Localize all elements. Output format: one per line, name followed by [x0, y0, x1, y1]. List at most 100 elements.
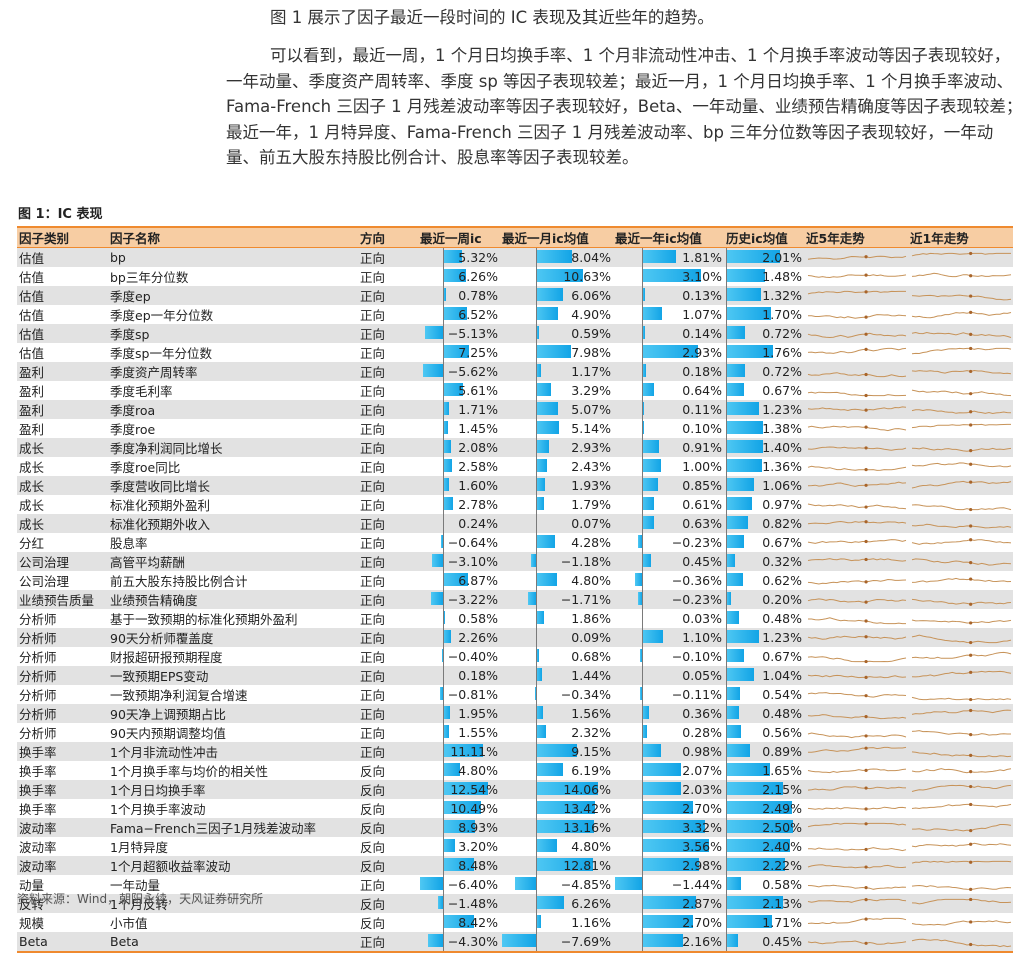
month-ic-zero-axis	[536, 362, 537, 381]
trend-1y-cell	[908, 286, 1013, 305]
week-ic-zero-axis	[443, 438, 444, 457]
week-ic-bar	[443, 440, 451, 453]
week-ic-zero-axis	[443, 913, 444, 932]
month-ic-cell: −0.34%	[500, 685, 613, 704]
category-cell: 换手率	[17, 742, 108, 761]
week-ic-cell: 6.52%	[418, 305, 500, 324]
month-ic-value: −7.69%	[561, 934, 611, 949]
week-ic-cell: −4.30%	[418, 932, 500, 952]
year-ic-cell: −0.36%	[613, 571, 724, 590]
trend-5y-sparkline	[806, 801, 908, 817]
year-ic-zero-axis	[642, 248, 643, 267]
year-ic-bar	[615, 877, 642, 890]
month-ic-value: 0.68%	[571, 649, 611, 664]
trend-1y-sparkline	[910, 820, 1013, 836]
week-ic-zero-axis	[443, 400, 444, 419]
year-ic-cell: 3.56%	[613, 837, 724, 856]
hist-ic-value: 0.72%	[762, 364, 802, 379]
trend-1y-cell	[908, 476, 1013, 495]
week-ic-value: −0.64%	[448, 535, 498, 550]
factor-name-cell: 90天净上调预期占比	[108, 704, 358, 723]
year-ic-value: −0.23%	[672, 535, 722, 550]
month-ic-zero-axis	[536, 324, 537, 343]
year-ic-cell: −0.23%	[613, 590, 724, 609]
trend-5y-cell	[804, 818, 908, 837]
week-ic-zero-axis	[443, 647, 444, 666]
direction-cell: 反向	[358, 780, 418, 799]
year-ic-cell: 1.10%	[613, 628, 724, 647]
year-ic-zero-axis	[642, 723, 643, 742]
trend-1y-sparkline	[910, 763, 1013, 779]
trend-1y-cell	[908, 514, 1013, 533]
hist-ic-cell: 1.48%	[724, 267, 804, 286]
header-month-ic: 最近一月ic均值	[500, 227, 613, 248]
category-cell: 业绩预告质量	[17, 590, 108, 609]
direction-cell: 正向	[358, 533, 418, 552]
month-ic-zero-axis	[536, 457, 537, 476]
hist-ic-zero-axis	[726, 533, 727, 552]
factor-name-cell: 季度ep	[108, 286, 358, 305]
hist-ic-value: 0.82%	[762, 516, 802, 531]
hist-ic-zero-axis	[726, 723, 727, 742]
hist-ic-zero-axis	[726, 324, 727, 343]
hist-ic-bar	[726, 497, 752, 510]
year-ic-zero-axis	[642, 685, 643, 704]
year-ic-zero-axis	[642, 628, 643, 647]
trend-5y-sparkline	[806, 440, 908, 456]
week-ic-value: 3.20%	[458, 839, 498, 854]
month-ic-cell: 8.04%	[500, 248, 613, 268]
month-ic-zero-axis	[536, 723, 537, 742]
month-ic-bar	[536, 478, 545, 491]
year-ic-bar	[642, 744, 661, 757]
trend-1y-cell	[908, 324, 1013, 343]
year-ic-bar	[642, 763, 681, 776]
factor-name-cell: 90天内预期调整均值	[108, 723, 358, 742]
week-ic-cell: 11.11%	[418, 742, 500, 761]
week-ic-value: 6.87%	[458, 573, 498, 588]
week-ic-bar	[443, 839, 455, 852]
hist-ic-cell: 0.56%	[724, 723, 804, 742]
year-ic-bar	[642, 497, 654, 510]
week-ic-value: 4.80%	[458, 763, 498, 778]
month-ic-zero-axis	[536, 894, 537, 913]
hist-ic-cell: 1.23%	[724, 400, 804, 419]
week-ic-cell: 5.61%	[418, 381, 500, 400]
hist-ic-zero-axis	[726, 590, 727, 609]
factor-name-cell: bp	[108, 248, 358, 268]
trend-5y-sparkline	[806, 687, 908, 703]
month-ic-cell: 6.06%	[500, 286, 613, 305]
year-ic-value: 0.98%	[682, 744, 722, 759]
week-ic-zero-axis	[443, 742, 444, 761]
month-ic-cell: 1.86%	[500, 609, 613, 628]
month-ic-bar	[536, 459, 547, 472]
week-ic-cell: 7.25%	[418, 343, 500, 362]
month-ic-cell: 6.26%	[500, 894, 613, 913]
hist-ic-cell: 2.13%	[724, 894, 804, 913]
month-ic-cell: 2.43%	[500, 457, 613, 476]
year-ic-cell: −0.23%	[613, 533, 724, 552]
month-ic-value: 0.09%	[571, 630, 611, 645]
week-ic-value: −5.13%	[448, 326, 498, 341]
year-ic-zero-axis	[642, 761, 643, 780]
trend-1y-sparkline	[910, 801, 1013, 817]
week-ic-cell: 10.49%	[418, 799, 500, 818]
week-ic-cell: −5.62%	[418, 362, 500, 381]
hist-ic-zero-axis	[726, 305, 727, 324]
month-ic-value: 4.90%	[571, 307, 611, 322]
trend-5y-cell	[804, 704, 908, 723]
month-ic-zero-axis	[536, 685, 537, 704]
year-ic-value: 1.07%	[682, 307, 722, 322]
trend-1y-cell	[908, 704, 1013, 723]
year-ic-value: −0.36%	[672, 573, 722, 588]
category-cell: Beta	[17, 932, 108, 952]
hist-ic-bar	[726, 269, 765, 282]
hist-ic-value: 1.06%	[762, 478, 802, 493]
week-ic-zero-axis	[443, 894, 444, 913]
factor-name-cell: 1个月超额收益率波动	[108, 856, 358, 875]
month-ic-bar	[528, 592, 536, 605]
